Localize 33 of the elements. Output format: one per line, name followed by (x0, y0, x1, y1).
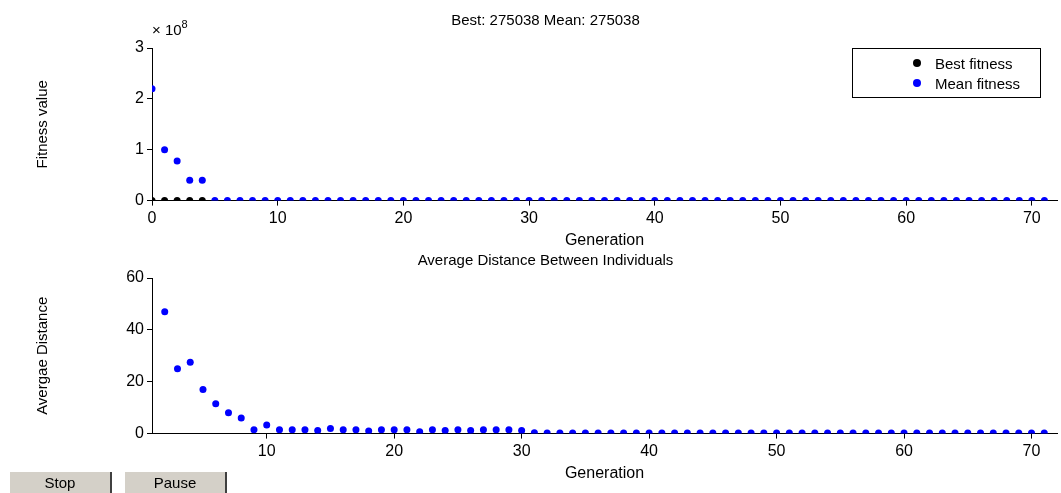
y-tick-label: 2 (135, 89, 145, 107)
x-tick-label: 20 (385, 441, 404, 459)
y-tick-label: 0 (135, 191, 145, 209)
y-tick-label: 3 (135, 38, 145, 56)
x-axis-title: Generation (564, 463, 645, 481)
y-tick-label: 1 (135, 140, 145, 158)
y-tick-label: 40 (126, 320, 145, 338)
x-tick-label: 60 (895, 441, 914, 459)
chart-title: Average Distance Between Individuals (417, 251, 674, 269)
x-tick-label: 30 (520, 208, 539, 226)
y-axis-title: Avergae Distance (33, 296, 51, 415)
x-tick-label: 10 (257, 441, 276, 459)
x-tick-label: 50 (771, 208, 790, 226)
y-tick-label: 20 (126, 372, 145, 390)
x-tick-label: 40 (640, 441, 659, 459)
x-axis-title: Generation (564, 230, 645, 248)
x-tick-label: 50 (767, 441, 786, 459)
y-tick-label: 0 (135, 424, 145, 442)
legend-label: Mean fitness (934, 74, 1020, 92)
x-tick-label: 60 (897, 208, 916, 226)
y-axis-title: Fitness value (33, 80, 51, 169)
text: Pause (125, 472, 227, 493)
x-tick-label: 10 (268, 208, 287, 226)
x-tick-label: 40 (645, 208, 664, 226)
x-tick-label: 20 (394, 208, 413, 226)
x-tick-label: 30 (512, 441, 531, 459)
x-tick-label: 70 (1022, 441, 1041, 459)
text: Stop (10, 472, 112, 493)
chart-title: Best: 275038 Mean: 275038 (451, 11, 640, 29)
y-tick-label: 60 (126, 268, 145, 286)
x-tick-label: 70 (1022, 208, 1041, 226)
x-tick-label: 0 (147, 208, 157, 226)
legend-label: Best fitness (934, 54, 1013, 72)
